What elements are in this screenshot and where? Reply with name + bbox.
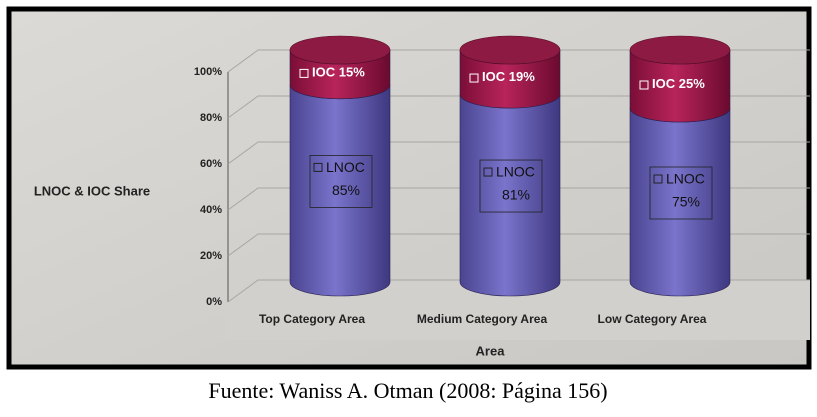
y-tick-label: 100% (194, 66, 222, 78)
legend-key (653, 174, 663, 184)
grid-line (227, 49, 810, 73)
y-axis-label: LNOC & IOC Share (34, 183, 150, 198)
value-label: 75% (672, 194, 700, 210)
legend-key (483, 167, 493, 177)
cylinder-top (289, 35, 391, 65)
y-tick-label: 0% (206, 296, 222, 308)
label-box (649, 166, 713, 220)
grid-line (227, 95, 810, 119)
value-label: 25% (679, 76, 705, 91)
grid-line (227, 187, 810, 211)
value-label: 85% (332, 182, 360, 198)
x-axis-label: Area (476, 343, 506, 358)
x-tick-label: Medium Category Area (417, 312, 548, 326)
series-name: IOC (312, 65, 336, 80)
data-label: IOC 25% (652, 76, 705, 91)
grid-line (227, 233, 810, 257)
value-label: 81% (502, 187, 530, 203)
caption: Fuente: Waniss A. Otman (2008: Página 15… (208, 378, 607, 403)
y-tick-label: 20% (200, 250, 222, 262)
series-name: LNOC (326, 159, 365, 175)
legend-key (299, 68, 309, 78)
x-tick-label: Low Category Area (598, 312, 707, 326)
legend-key (639, 80, 649, 90)
x-tick-label: Top Category Area (259, 312, 365, 326)
legend-key (469, 73, 479, 83)
series-name: LNOC (496, 164, 535, 180)
y-tick-label: 60% (200, 158, 222, 170)
cylinder-top (459, 35, 561, 65)
series-name: LNOC (666, 171, 705, 187)
grid-line (227, 141, 810, 165)
label-box (479, 159, 543, 213)
grid-line (227, 279, 810, 303)
data-label: IOC 19% (482, 69, 535, 84)
y-tick-label: 80% (200, 112, 222, 124)
value-label: 15% (339, 65, 365, 80)
label-box (309, 154, 373, 208)
legend-key (313, 162, 323, 172)
series-name: IOC (482, 69, 506, 84)
data-label: IOC 15% (312, 65, 365, 80)
series-name: IOC (652, 76, 676, 91)
y-tick-label: 40% (200, 204, 222, 216)
cylinder-top (629, 35, 731, 65)
value-label: 19% (509, 69, 535, 84)
